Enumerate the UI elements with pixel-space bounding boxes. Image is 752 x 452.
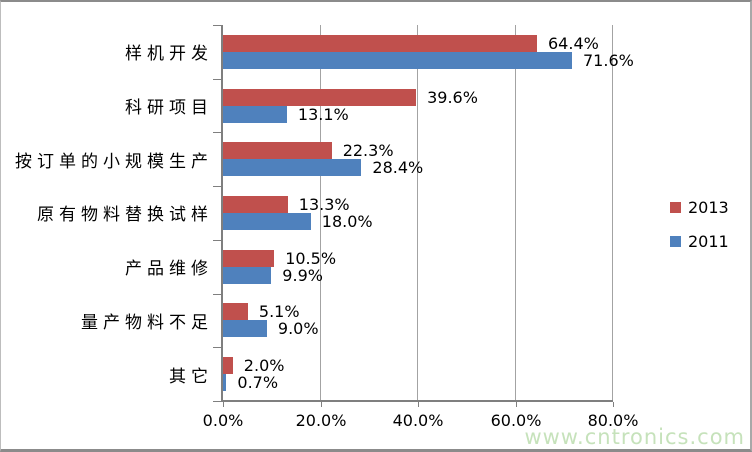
x-axis-tick-label: 20.0% (295, 411, 347, 430)
category-label: 量产物料不足 (1, 294, 208, 348)
bar-value-label: 64.4% (548, 33, 599, 53)
bar-value-label: 13.3% (298, 194, 350, 214)
bar-2011-2 (223, 105, 287, 123)
bar-value-label: 18.0% (321, 211, 373, 231)
bar-value-label: 9.9% (282, 265, 323, 285)
category-label-text: 原有物料替换试样 (37, 205, 213, 226)
legend-label: 2011 (688, 232, 729, 251)
bar-row: 13.3% 18.0% (223, 186, 613, 240)
bar-2013-3 (223, 142, 332, 160)
x-axis-tick (613, 402, 614, 407)
category-label-text: 样机开发 (125, 44, 213, 65)
x-axis-tick-label: 0.0% (202, 411, 244, 430)
bar-row: 10.5% 9.9% (223, 240, 613, 294)
bar-2011-7 (223, 374, 227, 392)
bar-row: 39.6% 13.1% (223, 79, 613, 133)
category-label: 其它 (1, 347, 208, 401)
plot-area: 64.4% 71.6% 39.6% 13.1% 22.3% 28.4% 13.3% 18.0%… (223, 25, 634, 401)
category-label-text: 量产物料不足 (81, 312, 213, 333)
category-label: 原有物料替换试样 (1, 186, 208, 240)
legend: 2013 2011 (670, 198, 729, 267)
category-label: 科研项目 (1, 79, 208, 133)
bar-value-label: 28.4% (372, 158, 424, 178)
bar-2013-1 (223, 34, 537, 52)
x-axis-line (221, 400, 613, 402)
gridline (515, 25, 516, 401)
x-axis-tick (516, 402, 517, 407)
category-label: 按订单的小规模生产 (1, 132, 208, 186)
bar-value-label: 39.6% (427, 87, 478, 107)
y-axis-tick (213, 240, 222, 241)
legend-swatch-2011 (670, 236, 681, 247)
bar-value-label: 0.7% (237, 373, 279, 393)
bar-row: 64.4% 71.6% (223, 25, 634, 79)
y-axis-tick (213, 401, 222, 402)
bar-2013-6 (223, 303, 248, 321)
category-label: 样机开发 (1, 25, 208, 79)
x-axis-tick-label: 60.0% (490, 411, 542, 430)
category-label-text: 按订单的小规模生产 (15, 151, 213, 172)
x-axis-tick-label: 40.0% (392, 411, 444, 430)
bar-value-label: 9.0% (277, 319, 319, 339)
bar-2013-2 (223, 88, 417, 106)
bar-2011-1 (223, 51, 572, 69)
y-axis-tick (213, 79, 222, 80)
x-axis-tick (321, 402, 322, 407)
category-label-text: 产品维修 (125, 259, 213, 280)
y-axis-tick (213, 294, 222, 295)
bar-2013-7 (223, 357, 233, 375)
category-label: 产品维修 (1, 240, 208, 294)
legend-item-2011: 2011 (670, 232, 729, 251)
x-axis-tick (223, 402, 224, 407)
y-axis-tick (213, 132, 222, 133)
bar-2011-4 (223, 212, 311, 230)
bar-value-label: 10.5% (285, 248, 337, 268)
y-axis-tick (213, 25, 222, 26)
bar-2013-5 (223, 249, 275, 267)
gridline (612, 25, 613, 401)
legend-label: 2013 (688, 198, 729, 217)
category-axis-labels: 样机开发 科研项目 按订单的小规模生产 原有物料替换试样 产品维修 量产物料不足 其它 (1, 25, 208, 401)
x-axis-tick-label: 80.0% (587, 411, 639, 430)
legend-item-2013: 2013 (670, 198, 729, 217)
bar-2013-4 (223, 195, 288, 213)
bar-value-label: 22.3% (342, 141, 394, 161)
bar-row: 5.1% 9.0% (223, 294, 613, 348)
bar-2011-6 (223, 320, 267, 338)
gridline (417, 25, 418, 401)
x-axis-tick (418, 402, 419, 407)
y-axis-tick (213, 347, 222, 348)
bar-value-label: 5.1% (258, 302, 300, 322)
bar-2011-5 (223, 266, 272, 284)
bar-value-label: 71.6% (583, 50, 634, 70)
y-axis-tick (213, 186, 222, 187)
bar-2011-3 (223, 159, 362, 177)
bar-row: 22.3% 28.4% (223, 132, 613, 186)
legend-swatch-2013 (670, 202, 681, 213)
y-axis-line (221, 25, 223, 402)
bar-row: 2.0% 0.7% (223, 347, 613, 401)
bar-value-label: 13.1% (297, 104, 349, 124)
bar-value-label: 2.0% (243, 356, 285, 376)
category-label-text: 其它 (169, 366, 213, 387)
category-label-text: 科研项目 (125, 98, 213, 119)
gridline (320, 25, 321, 401)
x-axis-tick-labels: 0.0% 20.0% 40.0% 60.0% 80.0% (1, 411, 750, 433)
